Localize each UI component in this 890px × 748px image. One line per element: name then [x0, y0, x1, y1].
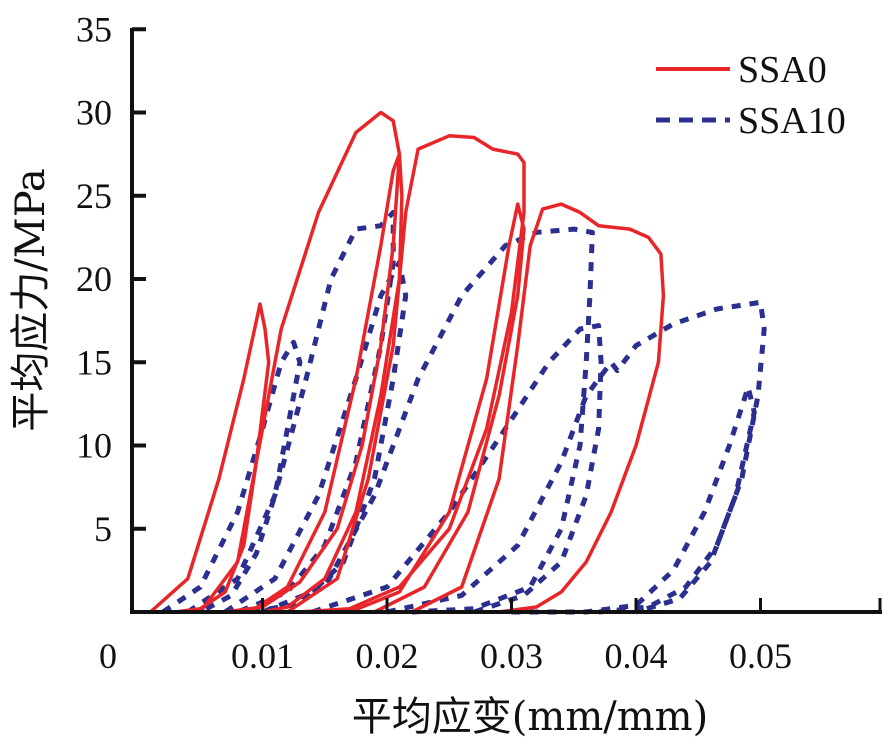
- y-tick-label: 35: [76, 9, 112, 49]
- series-ssa0-loop-5: [348, 202, 526, 614]
- series-ssa0-loop-4: [286, 134, 526, 614]
- y-tick-label: 15: [76, 342, 112, 382]
- legend-label-ssa0: SSA0: [738, 49, 827, 91]
- axes: [130, 28, 882, 614]
- legend-label-ssa10: SSA10: [738, 100, 846, 142]
- legend: SSA0 SSA10: [656, 49, 846, 142]
- series-ssa0-loop-1: [149, 302, 271, 614]
- x-tick-label: 0: [99, 636, 117, 676]
- series-ssa10-loop-1: [161, 339, 303, 615]
- y-tick-label: 10: [76, 426, 112, 466]
- series-ssa0-loop-6: [411, 202, 666, 614]
- x-axis-title: 平均应变(mm/mm): [352, 694, 708, 740]
- y-tick-label: 5: [94, 509, 112, 549]
- series-ssa0-loop-2: [198, 110, 402, 614]
- series-ssa10-loop-3: [223, 259, 409, 615]
- series-ssa0: [149, 110, 666, 614]
- x-tick-label: 0.05: [729, 636, 792, 676]
- x-tick-label: 0.01: [231, 636, 294, 676]
- x-tick-label: 0.04: [605, 636, 668, 676]
- series-ssa10-loop-5: [311, 323, 604, 615]
- series-ssa10-loop-7: [511, 384, 757, 615]
- plot-area: [149, 110, 767, 615]
- y-tick-label: 30: [76, 93, 112, 133]
- y-ticks: 5 10 15 20 25 30 35: [76, 9, 146, 549]
- y-axis-title: 平均应力/MPa: [8, 168, 54, 431]
- x-tick-label: 0.02: [356, 636, 419, 676]
- y-tick-label: 25: [76, 176, 112, 216]
- x-ticks: 0 0.01 0.02 0.03 0.04 0.05: [99, 598, 882, 676]
- y-tick-label: 20: [76, 259, 112, 299]
- series-ssa0-loop-3: [249, 152, 404, 614]
- series-ssa10: [161, 209, 767, 615]
- x-tick-label: 0.03: [480, 636, 543, 676]
